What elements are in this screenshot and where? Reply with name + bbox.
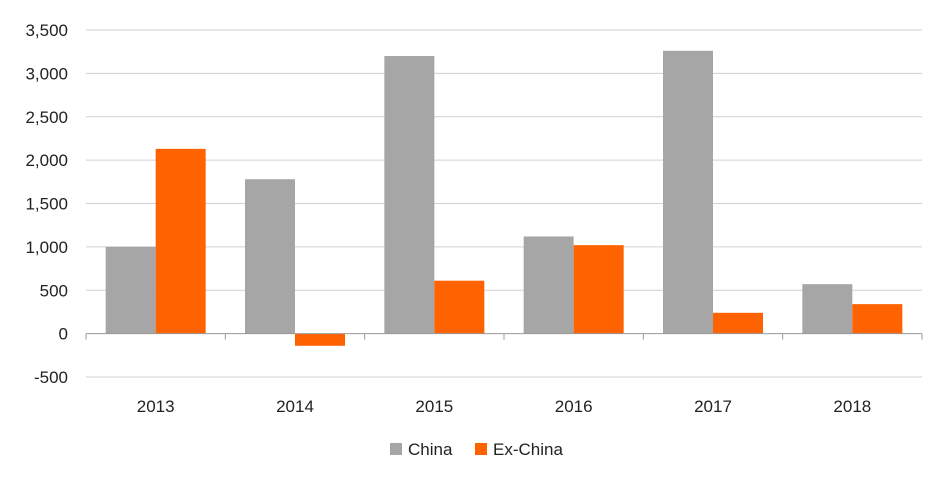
y-axis-tick-labels: -500 0 500 1,000 1,500 2,000 2,500 3,000 3,500 [25,21,68,387]
x-tick-label: 2018 [833,397,871,416]
x-axis-tick-labels: 2013 2014 2015 2016 2017 2018 [137,397,871,416]
bar-ex-china-2013 [155,148,206,334]
x-tick-label: 2017 [694,397,732,416]
legend-swatch-ex-china [475,443,487,455]
y-tick-label: -500 [34,368,68,387]
x-tick-label: 2014 [276,397,314,416]
y-tick-label: 500 [40,281,68,300]
y-tick-label: 3,000 [25,64,68,83]
y-tick-label: 1,000 [25,238,68,257]
gridlines [86,29,922,378]
bar-ex-china-2016 [573,245,624,334]
bar-china-2016 [523,236,574,334]
bar-china-2015 [384,56,435,334]
legend-label-ex-china: Ex-China [493,440,563,459]
bar-china-2014 [245,179,295,334]
legend-label-china: China [408,440,453,459]
bar-china-2018 [802,284,853,334]
bar-china-2017 [663,50,713,334]
x-tick-label: 2015 [415,397,453,416]
y-tick-label: 2,500 [25,108,68,127]
y-tick-label: 2,000 [25,151,68,170]
bar-ex-china-2014 [295,333,345,346]
bar-ex-china-2015 [434,280,485,334]
bar-ex-china-2018 [852,304,903,334]
bar-china-2013 [105,246,156,334]
bars [105,50,903,346]
bar-ex-china-2017 [713,312,763,334]
legend-swatch-china [390,443,402,455]
y-tick-label: 1,500 [25,195,68,214]
x-tick-label: 2016 [555,397,593,416]
axes [85,333,923,340]
legend: China Ex-China [390,440,563,459]
y-tick-label: 3,500 [25,21,68,40]
x-tick-label: 2013 [137,397,175,416]
y-tick-label: 0 [59,325,68,344]
